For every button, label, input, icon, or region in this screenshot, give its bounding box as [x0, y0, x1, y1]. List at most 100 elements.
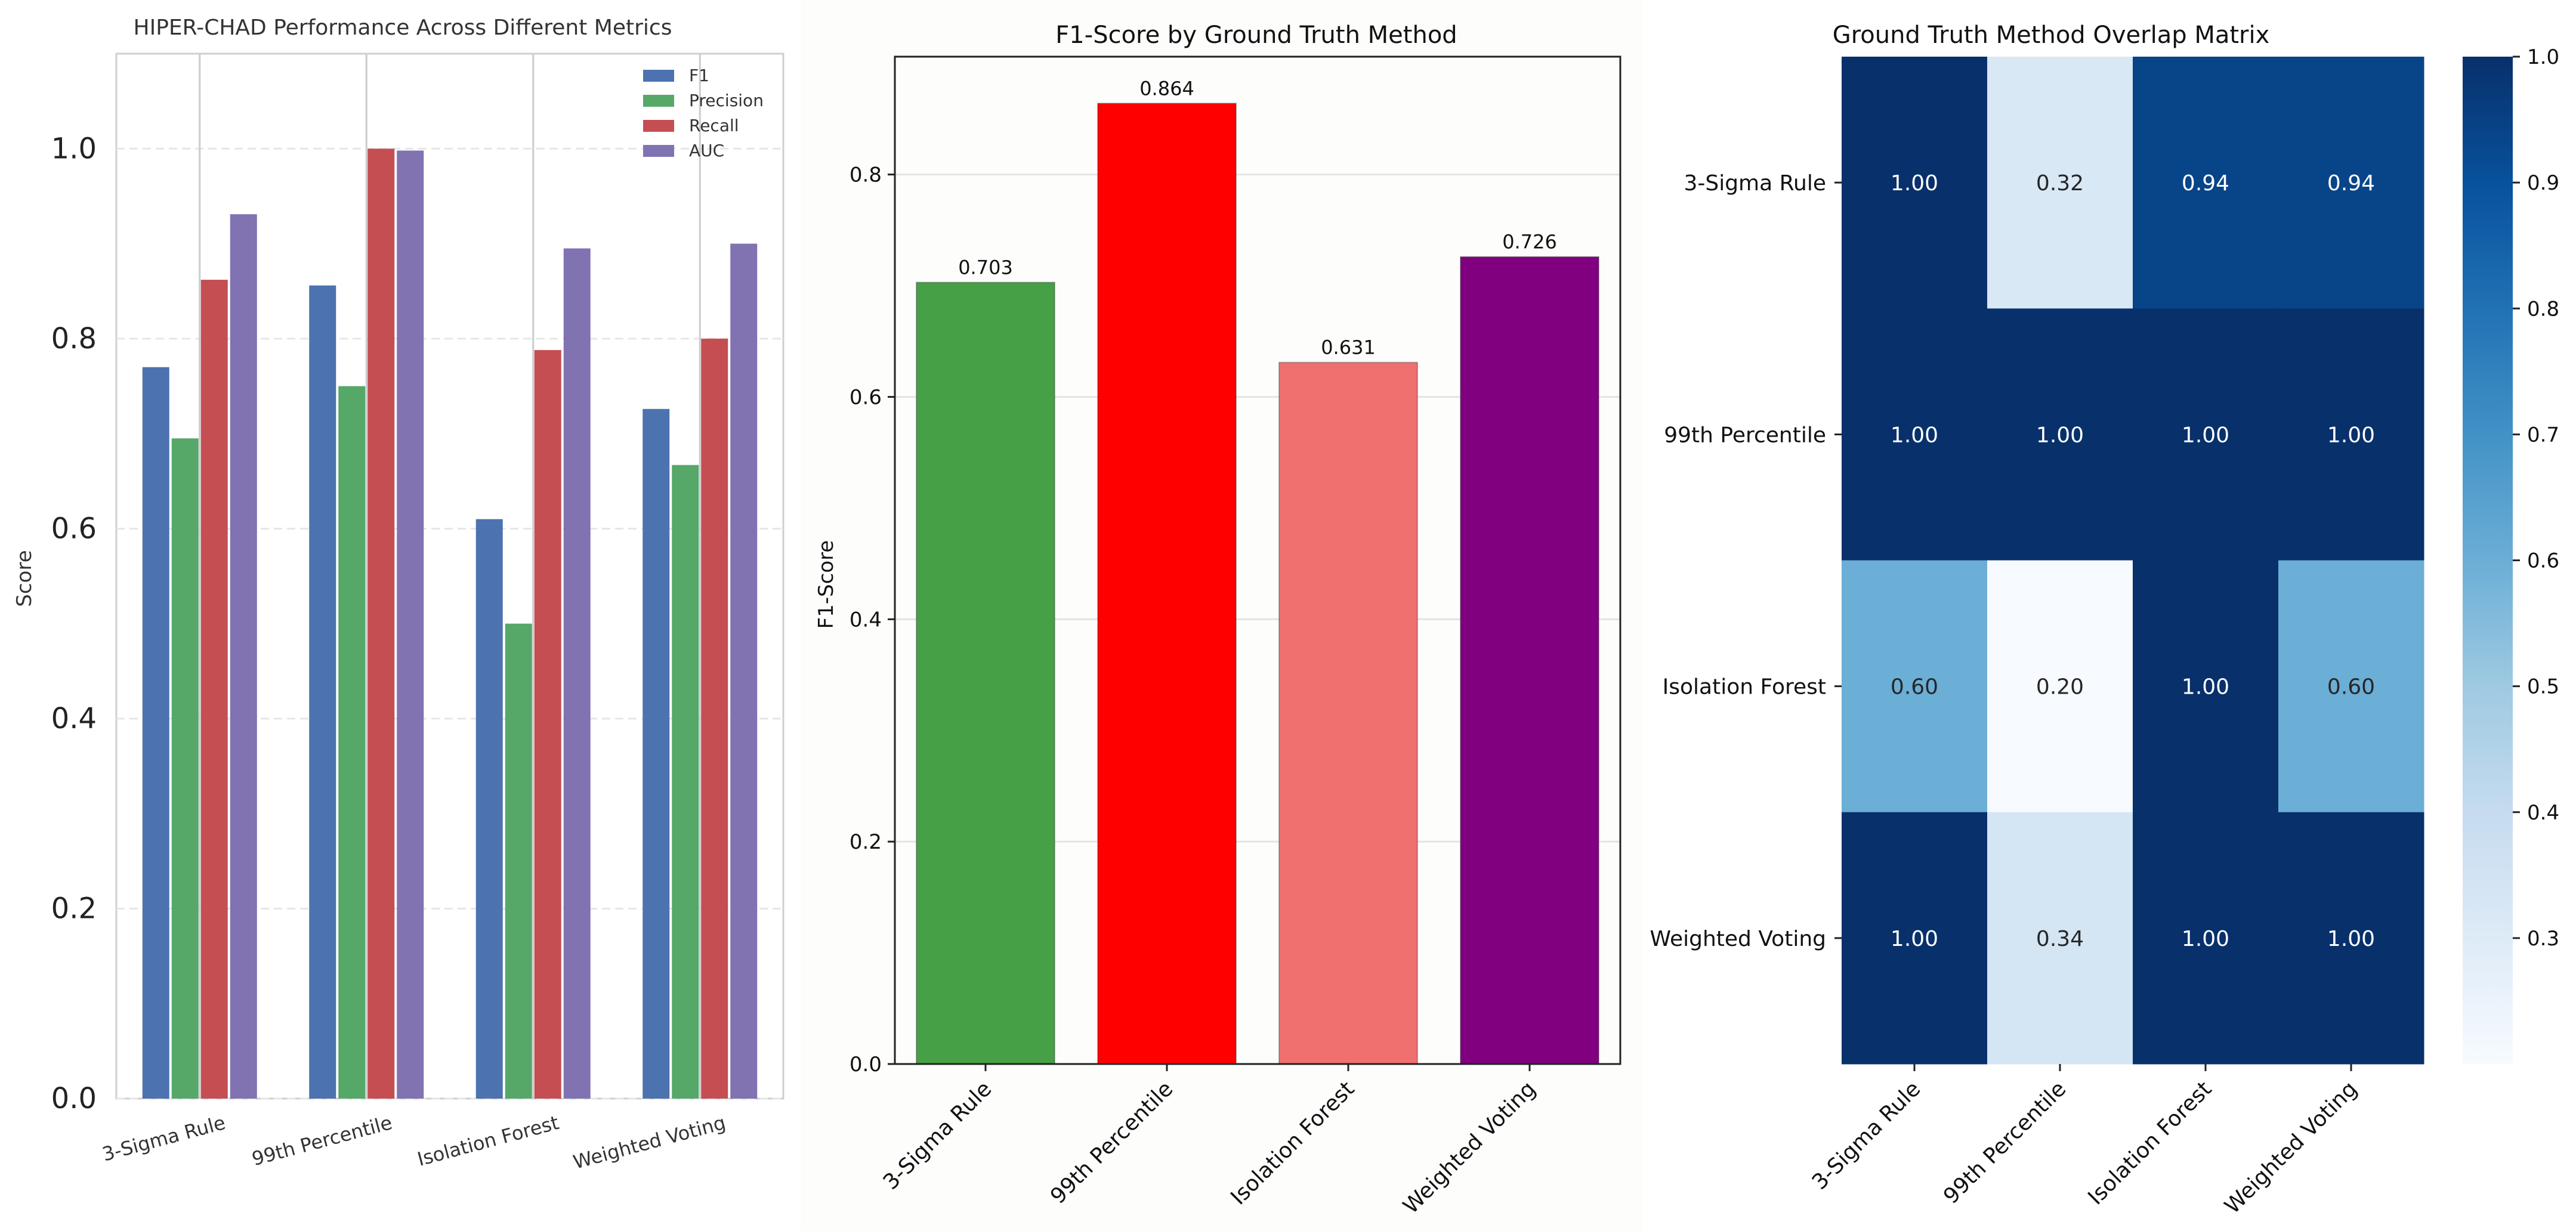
performance-y-tick-label: 1.0 — [51, 132, 97, 165]
heatmap-cell-label: 1.00 — [2036, 423, 2084, 447]
colorbar-tick-label: 0.3 — [2527, 927, 2559, 951]
f1-value-label-99th-percentile: 0.864 — [1139, 77, 1194, 100]
heatmap-cell-weighted-voting-isolation-forest — [2133, 812, 2279, 1065]
heatmap-cell-3-sigma-rule-99th-percentile — [1987, 57, 2133, 309]
legend-label-f1: F1 — [689, 66, 709, 85]
heatmap-cell-99th-percentile-99th-percentile — [1987, 308, 2133, 561]
f1-score-chart-title: F1-Score by Ground Truth Method — [1055, 21, 1457, 49]
bar-recall-99th-percentile — [367, 149, 395, 1099]
colorbar-tick-label: 0.5 — [2527, 675, 2559, 699]
heatmap-row-label-3-sigma-rule: 3-Sigma Rule — [1684, 171, 1826, 196]
colorbar-tick-label: 1.0 — [2527, 45, 2559, 69]
heatmap-cell-isolation-forest-3-sigma-rule — [1842, 560, 1988, 813]
bar-auc-isolation-forest — [563, 248, 591, 1099]
f1-bar-99th-percentile — [1097, 103, 1237, 1065]
performance-y-tick-label: 0.4 — [51, 702, 97, 735]
performance-y-tick-label: 0.8 — [51, 322, 97, 355]
heatmap-cell-label: 1.00 — [2182, 675, 2229, 700]
heatmap-cell-99th-percentile-weighted-voting — [2278, 308, 2424, 561]
f1-score-chart-y-axis-label: F1-Score — [814, 540, 838, 629]
f1-score-chart-value-labels: 0.703 0.864 0.631 0.726 — [958, 77, 1557, 358]
overlap-matrix-title: Ground Truth Method Overlap Matrix — [1833, 21, 2270, 49]
performance-chart-legend: F1 Precision Recall AUC — [643, 66, 764, 160]
overlap-matrix-cells — [1842, 57, 2424, 1065]
legend-label-precision: Precision — [689, 91, 764, 110]
f1-score-chart-y-ticks: 0.0 0.2 0.4 0.6 0.8 — [850, 163, 895, 1077]
overlap-matrix-heatmap: Ground Truth Method Overlap Matrix 1.00 0… — [1650, 21, 2559, 1218]
bar-auc-99th-percentile — [397, 150, 424, 1099]
heatmap-cell-isolation-forest-99th-percentile — [1987, 560, 2133, 813]
performance-y-tick-label: 0.2 — [51, 892, 97, 925]
heatmap-cell-3-sigma-rule-3-sigma-rule — [1842, 57, 1988, 309]
colorbar-tick-label: 0.6 — [2527, 549, 2559, 573]
f1-bar-3-sigma-rule — [916, 282, 1055, 1065]
f1-y-tick-label: 0.4 — [850, 608, 882, 632]
heatmap-cell-weighted-voting-3-sigma-rule — [1842, 812, 1988, 1065]
performance-y-tick-label: 0.6 — [51, 512, 97, 545]
heatmap-cell-99th-percentile-3-sigma-rule — [1842, 308, 1988, 561]
bar-recall-isolation-forest — [534, 349, 561, 1099]
f1-y-tick-label: 0.8 — [850, 163, 882, 187]
colorbar-tick-label: 0.4 — [2527, 801, 2559, 825]
f1-value-label-isolation-forest: 0.631 — [1321, 336, 1376, 359]
heatmap-cell-isolation-forest-isolation-forest — [2133, 560, 2279, 813]
heatmap-row-label-99th-percentile: 99th Percentile — [1664, 423, 1826, 447]
bar-precision-3-sigma-rule — [171, 438, 199, 1099]
legend-swatch-f1 — [643, 70, 674, 82]
heatmap-cell-label: 1.00 — [2182, 927, 2229, 951]
bar-f1-weighted-voting — [643, 409, 670, 1099]
bar-auc-3-sigma-rule — [230, 214, 257, 1099]
colorbar-tick-label: 0.8 — [2527, 297, 2559, 321]
f1-y-tick-label: 0.6 — [850, 385, 882, 409]
bar-precision-99th-percentile — [338, 386, 366, 1099]
f1-score-chart-frame — [894, 55, 1621, 1065]
bar-recall-3-sigma-rule — [200, 280, 228, 1099]
colorbar-tick-label: 0.9 — [2527, 171, 2559, 195]
heatmap-cell-label: 0.94 — [2327, 171, 2375, 196]
heatmap-cell-label: 0.20 — [2036, 675, 2084, 700]
heatmap-cell-label: 0.94 — [2182, 171, 2229, 196]
performance-chart-bars — [142, 149, 758, 1099]
heatmap-cell-label: 1.00 — [2182, 423, 2229, 447]
f1-score-chart-bars — [916, 103, 1599, 1065]
heatmap-cell-label: 0.60 — [2327, 675, 2375, 700]
colorbar-tick-label: 0.7 — [2527, 423, 2559, 447]
performance-y-tick-label: 0.0 — [51, 1082, 97, 1115]
heatmap-cell-label: 1.00 — [1891, 927, 1938, 951]
legend-swatch-recall — [643, 120, 674, 132]
legend-label-auc: AUC — [689, 141, 724, 160]
bar-precision-weighted-voting — [672, 465, 699, 1099]
f1-y-tick-label: 0.0 — [850, 1053, 882, 1077]
bar-f1-99th-percentile — [309, 285, 336, 1099]
heatmap-row-label-isolation-forest: Isolation Forest — [1663, 675, 1826, 700]
performance-chart-y-axis-label: Score — [13, 550, 36, 607]
performance-chart-title: HIPER-CHAD Performance Across Different … — [134, 16, 672, 40]
heatmap-cell-3-sigma-rule-isolation-forest — [2133, 57, 2279, 309]
heatmap-cell-label: 1.00 — [2327, 927, 2375, 951]
overlap-matrix-colorbar — [2463, 57, 2513, 1064]
heatmap-cell-3-sigma-rule-weighted-voting — [2278, 57, 2424, 309]
heatmap-cell-label: 0.60 — [1891, 675, 1938, 700]
overlap-matrix-colorbar-ticks: 0.3 0.4 0.5 0.6 0.7 0.8 0.9 1.0 — [2513, 45, 2559, 951]
heatmap-cell-label: 0.32 — [2036, 171, 2084, 196]
heatmap-cell-label: 1.00 — [1891, 423, 1938, 447]
legend-label-recall: Recall — [689, 116, 739, 135]
legend-swatch-precision — [643, 95, 674, 107]
bar-f1-isolation-forest — [475, 519, 503, 1099]
heatmap-cell-99th-percentile-isolation-forest — [2133, 308, 2279, 561]
bar-recall-weighted-voting — [701, 338, 728, 1099]
heatmap-cell-label: 1.00 — [2327, 423, 2375, 447]
f1-bar-weighted-voting — [1460, 256, 1599, 1065]
heatmap-cell-weighted-voting-99th-percentile — [1987, 812, 2133, 1065]
heatmap-cell-weighted-voting-weighted-voting — [2278, 812, 2424, 1065]
overlap-matrix-row-labels: 3-Sigma Rule 99th Percentile Isolation For… — [1650, 171, 1842, 951]
overlap-matrix-cell-labels: 1.00 0.32 0.94 0.94 1.00 1.00 1.00 1.00 0.60 0.20… — [1891, 171, 2375, 951]
f1-value-label-weighted-voting: 0.726 — [1502, 231, 1557, 253]
bar-precision-isolation-forest — [505, 623, 532, 1099]
heatmap-row-label-weighted-voting: Weighted Voting — [1650, 927, 1826, 951]
legend-swatch-auc — [643, 145, 674, 157]
f1-bar-isolation-forest — [1278, 361, 1418, 1065]
bar-f1-3-sigma-rule — [142, 367, 169, 1099]
